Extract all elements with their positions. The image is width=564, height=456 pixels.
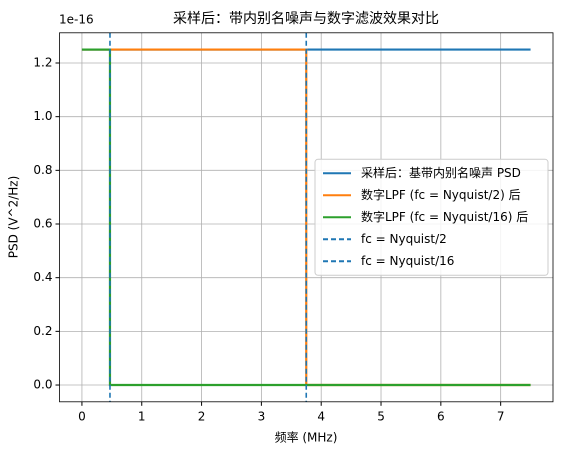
y-tick-label: 0.4: [33, 270, 52, 284]
y-tick-label: 0.2: [33, 324, 52, 338]
x-tick-label: 1: [138, 409, 146, 423]
y-tick-label: 0.6: [33, 217, 52, 231]
legend-label: 数字LPF (fc = Nyquist/16) 后: [361, 209, 528, 224]
y-tick-label: 1.0: [33, 109, 52, 123]
x-axis-label: 频率 (MHz): [275, 430, 338, 445]
x-tick-label: 5: [377, 409, 385, 423]
legend: 采样后：基带内别名噪声 PSD 数字LPF (fc = Nyquist/2) 后数…: [314, 158, 549, 276]
legend-label: 采样后：基带内别名噪声 PSD: [361, 165, 521, 180]
x-tick-label: 2: [198, 409, 206, 423]
plot-frame: [59, 32, 554, 403]
chart-title: 采样后：带内别名噪声与数字滤波效果对比: [173, 11, 439, 27]
y-tick-label: 0.0: [33, 378, 52, 392]
y-axis-label: PSD (V^2/Hz): [7, 176, 21, 259]
legend-label: 数字LPF (fc = Nyquist/2) 后: [361, 187, 521, 202]
legend-label: fc = Nyquist/16: [361, 254, 454, 268]
x-tick-label: 6: [437, 409, 445, 423]
legend-label: fc = Nyquist/2: [361, 232, 447, 246]
x-tick-label: 3: [258, 409, 266, 423]
x-tick-label: 0: [78, 409, 86, 423]
offset-label: 1e-16: [59, 13, 94, 27]
y-tick-label: 1.2: [33, 55, 52, 69]
x-tick-label: 7: [497, 409, 505, 423]
y-tick-label: 0.8: [33, 163, 52, 177]
x-tick-label: 4: [317, 409, 325, 423]
legend-box: [314, 158, 549, 276]
